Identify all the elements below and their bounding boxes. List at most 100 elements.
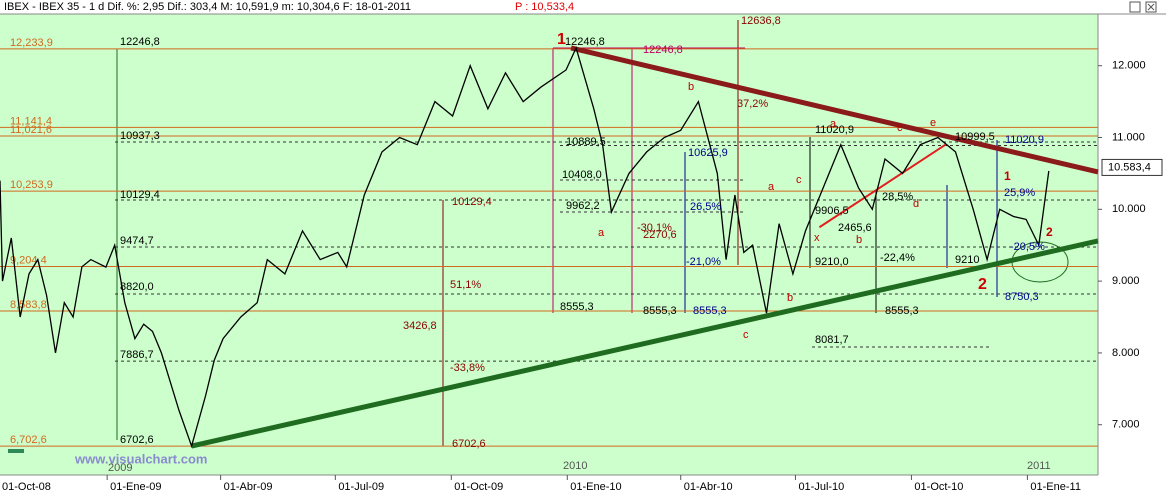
annotation: -22,4% [880, 252, 915, 264]
annotation: 11020,9 [815, 124, 854, 136]
annotation: 2 [978, 276, 987, 293]
trendline [570, 45, 1099, 175]
annotation: 8555,3 [643, 305, 677, 317]
annotation: 10408,0 [562, 169, 602, 181]
annotation: 1 [1004, 169, 1011, 183]
annotation: b [856, 234, 862, 246]
annotation: e [930, 117, 936, 129]
annotation: 28,5% [882, 191, 913, 203]
annotation: 8555,3 [693, 305, 727, 317]
x-tick-label: 01-Oct-08 [2, 481, 51, 493]
annotation: 9906,5 [815, 205, 849, 217]
annotation: 8081,7 [815, 334, 849, 346]
x-tick-label: 01-Jul-09 [338, 481, 384, 493]
y-tick-label: 7.000 [1112, 419, 1140, 431]
annotation: 10625,9 [688, 147, 728, 159]
annotation: 2009 [108, 462, 132, 474]
window-button[interactable] [1129, 1, 1141, 13]
annotation: www.visualchart.com [74, 451, 207, 466]
x-tick-label: 01-Oct-09 [454, 481, 503, 493]
annotation: 26,5% [690, 201, 721, 213]
annotation: 37,2% [737, 98, 768, 110]
annotation: b [688, 81, 694, 93]
x-tick-label: 01-Ene-11 [1030, 481, 1081, 493]
annotation: 9210 [955, 254, 979, 266]
close-icon [1147, 3, 1155, 11]
annotation: 10937,3 [120, 130, 160, 142]
annotation: d [913, 198, 919, 210]
trendline [818, 143, 947, 229]
annotation: b [787, 292, 793, 304]
x-tick-label: 01-Oct-10 [914, 481, 963, 493]
plot-area [0, 14, 1098, 475]
annotation: 6702,6 [452, 438, 486, 450]
annotation: 2465,6 [838, 222, 872, 234]
annotation: a [830, 118, 837, 130]
annotation: 8555,3 [885, 305, 919, 317]
level-label: 9,204,4 [10, 254, 47, 266]
annotation: 8820,0 [120, 281, 154, 293]
annotation: c [743, 329, 749, 341]
level-label: 10,253,9 [10, 179, 53, 191]
annotation: 25,9% [1004, 187, 1035, 199]
level-label: 11,021,6 [10, 124, 52, 136]
annotation: 9474,7 [120, 235, 154, 247]
annotation: x [814, 232, 820, 244]
annotation: 2 [1046, 225, 1053, 239]
annotation: -21,0% [686, 256, 721, 268]
annotation: 6702,6 [120, 434, 154, 446]
chart-title: IBEX - IBEX 35 - 1 d Dif. %: 2,95 Dif.: … [4, 1, 411, 13]
x-tick-label: 01-Abr-10 [684, 481, 733, 493]
annotation: -30,1% [637, 222, 672, 234]
annotation: 2011 [1027, 460, 1051, 472]
annotation: 8555,3 [560, 301, 594, 313]
annotation: 1 [557, 31, 566, 48]
annotation: 12636,8 [741, 15, 781, 27]
annotation: a [768, 181, 775, 193]
annotation: 3426,8 [403, 320, 437, 332]
annotation: 10889,5 [566, 136, 606, 148]
level-label: 11,141,4 [10, 115, 52, 127]
annotation: 9962,2 [566, 200, 600, 212]
marker [8, 449, 24, 453]
annotation: 8750,3 [1005, 291, 1039, 303]
annotation: 51,1% [450, 279, 481, 291]
annotation: 10129,4 [452, 196, 492, 208]
level-label: 12,233,9 [10, 37, 53, 49]
annotation: 9210,0 [815, 256, 849, 268]
y-tick-label: 8.000 [1112, 347, 1140, 359]
last-price-label: 10.583,4 [1108, 161, 1151, 173]
annotation: -20,5% [1010, 241, 1045, 253]
annotation: 2010 [563, 460, 587, 472]
level-label: 6,702,6 [10, 434, 47, 446]
last-price-box [1101, 158, 1163, 176]
x-tick-label: 01-Abr-09 [224, 481, 273, 493]
annotation: 10129,4 [120, 189, 160, 201]
level-label: 8,583,8 [10, 299, 47, 311]
annotation: 11020,9 [1005, 134, 1044, 146]
annotation: a [598, 227, 605, 239]
price-line [0, 46, 1050, 449]
annotation: 10999,5 [955, 131, 995, 143]
window-button[interactable] [1145, 1, 1157, 13]
trendline [191, 238, 1099, 449]
annotation: c [897, 122, 903, 134]
annotation: 7886,7 [120, 349, 154, 361]
annotation: 2270,6 [643, 229, 677, 241]
y-tick-label: 12.000 [1112, 60, 1146, 72]
annotation: c [796, 174, 802, 186]
x-tick-label: 01-Ene-10 [570, 481, 621, 493]
x-tick-label: 01-Jul-10 [798, 481, 844, 493]
annotation: 12246,8 [565, 36, 605, 48]
x-tick-label: 01-Ene-09 [110, 481, 161, 493]
y-tick-label: 11.000 [1112, 131, 1145, 143]
annotation: 12246,8 [120, 36, 160, 48]
chart-subtitle: P : 10,533,4 [515, 1, 574, 13]
y-tick-label: 10.000 [1112, 203, 1146, 215]
annotation: 12246,8 [643, 44, 683, 56]
annotation: -33,8% [450, 362, 485, 374]
y-tick-label: 9.000 [1112, 275, 1140, 287]
